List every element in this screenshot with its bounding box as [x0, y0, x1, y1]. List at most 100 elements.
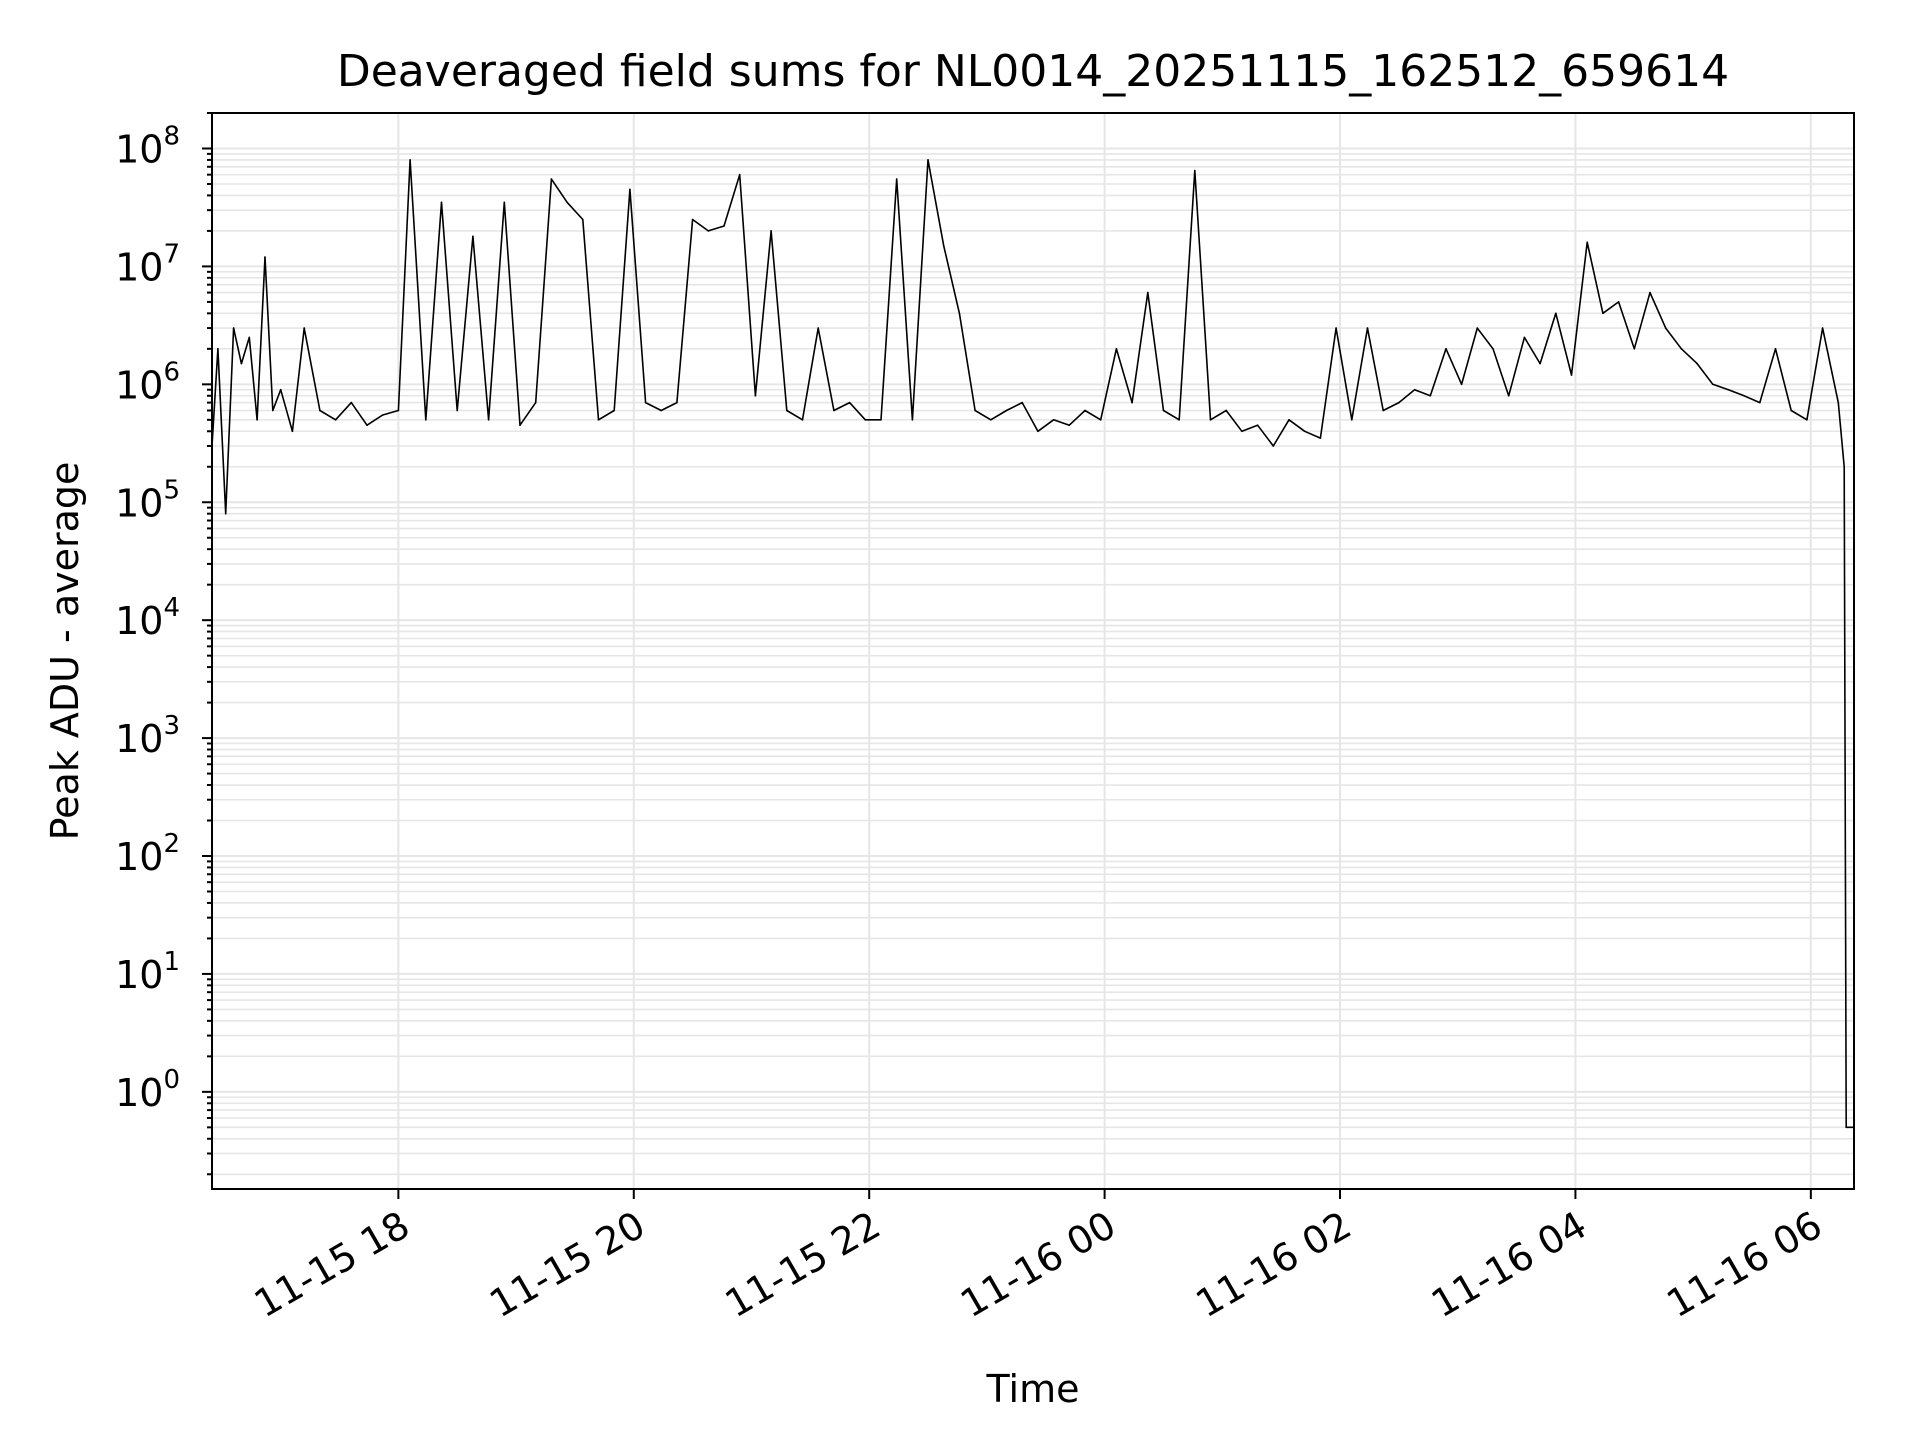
data-point — [1843, 466, 1845, 468]
y-tick-exponent: 1 — [163, 947, 180, 977]
data-point — [817, 327, 819, 329]
data-point — [660, 409, 662, 412]
y-tick-exponent: 7 — [163, 239, 180, 269]
data-point — [990, 419, 992, 421]
x-axis-ticks: 11-15 18 11-15 20 11-15 22 11-16 00 11-16 02… — [247, 1189, 1829, 1326]
x-axis-label: Time — [986, 1367, 1080, 1411]
data-point — [911, 419, 914, 421]
data-point — [644, 401, 647, 404]
data-point — [1084, 409, 1086, 412]
data-point — [1460, 383, 1463, 386]
data-point — [1680, 348, 1683, 350]
data-point — [350, 401, 353, 404]
data-layer — [211, 159, 1855, 1129]
data-point — [723, 225, 725, 227]
y-tick-label: 100 — [115, 1065, 180, 1115]
x-tick-label: 11-16 02 — [1189, 1203, 1359, 1327]
data-point — [279, 388, 282, 391]
grid — [212, 112, 1854, 1189]
data-point — [248, 336, 251, 339]
data-point — [738, 173, 741, 176]
data-point — [1555, 312, 1557, 315]
y-tick-base: 10 — [115, 599, 163, 643]
x-tick-label: 11-15 20 — [482, 1203, 652, 1327]
y-tick-base: 10 — [115, 127, 163, 171]
data-point — [1602, 312, 1604, 315]
data-point — [1351, 419, 1353, 421]
y-tick-base: 10 — [115, 481, 163, 525]
data-point — [1570, 374, 1573, 376]
data-point — [503, 201, 506, 204]
data-point — [217, 348, 219, 350]
data-point — [487, 419, 490, 421]
chart-title: Deaveraged field sums for NL0014_2025111… — [337, 46, 1729, 97]
data-point — [519, 424, 521, 427]
data-point — [1005, 409, 1008, 412]
data-point — [1539, 362, 1541, 365]
data-point — [291, 430, 294, 433]
data-point — [1115, 348, 1118, 350]
data-point — [319, 409, 321, 412]
data-point — [240, 362, 243, 365]
x-tick-label: 11-16 04 — [1424, 1203, 1594, 1327]
data-point — [895, 178, 898, 180]
data-point — [1696, 362, 1698, 365]
data-point — [1845, 1126, 1847, 1129]
data-point — [1398, 401, 1400, 404]
data-point — [1335, 327, 1337, 329]
data-point — [256, 419, 258, 421]
data-point — [1099, 419, 1102, 421]
data-point — [942, 244, 945, 247]
plot-frame — [211, 112, 1855, 1190]
y-tick-label: 104 — [115, 593, 180, 643]
y-tick-label: 108 — [115, 121, 180, 171]
data-point — [566, 201, 568, 204]
y-tick-base: 10 — [115, 245, 163, 289]
data-point — [1162, 409, 1165, 412]
data-point — [1021, 401, 1023, 404]
data-point — [1225, 409, 1227, 412]
data-point — [613, 409, 615, 412]
data-point — [1272, 445, 1275, 447]
data-point — [409, 159, 411, 161]
y-tick-label: 106 — [115, 357, 180, 407]
data-point — [691, 218, 694, 221]
data-point — [440, 201, 443, 204]
data-point — [1743, 395, 1745, 397]
data-point — [1712, 383, 1714, 386]
data-point — [224, 512, 227, 515]
y-axis-label: Peak ADU - average — [43, 462, 87, 841]
data-point — [974, 409, 976, 412]
data-point — [1147, 291, 1149, 294]
x-tick-label: 11-16 00 — [953, 1203, 1123, 1327]
data-point — [1445, 348, 1447, 350]
data-point — [1586, 241, 1588, 244]
y-tick-base: 10 — [115, 363, 163, 407]
y-tick-label: 101 — [115, 947, 180, 997]
data-point — [958, 312, 961, 315]
data-point — [1178, 419, 1180, 421]
data-point — [1319, 437, 1322, 439]
data-point — [534, 401, 537, 404]
data-point — [629, 188, 631, 191]
y-tick-exponent: 6 — [163, 357, 180, 387]
data-point — [366, 424, 368, 427]
data-point — [1523, 336, 1526, 339]
y-tick-base: 10 — [115, 717, 163, 761]
data-point — [272, 409, 274, 412]
x-tick-label: 11-16 06 — [1659, 1203, 1829, 1327]
data-point — [707, 230, 710, 232]
data-point — [582, 218, 584, 221]
y-tick-exponent: 3 — [163, 711, 180, 741]
data-point — [927, 159, 929, 161]
data-point — [1209, 419, 1212, 421]
y-tick-exponent: 5 — [163, 475, 180, 505]
x-tick-label: 11-15 22 — [718, 1203, 888, 1327]
data-point — [1382, 409, 1384, 412]
data-point — [1413, 388, 1416, 391]
y-tick-exponent: 0 — [163, 1065, 180, 1095]
data-point — [786, 409, 788, 412]
data-point — [1068, 424, 1071, 427]
